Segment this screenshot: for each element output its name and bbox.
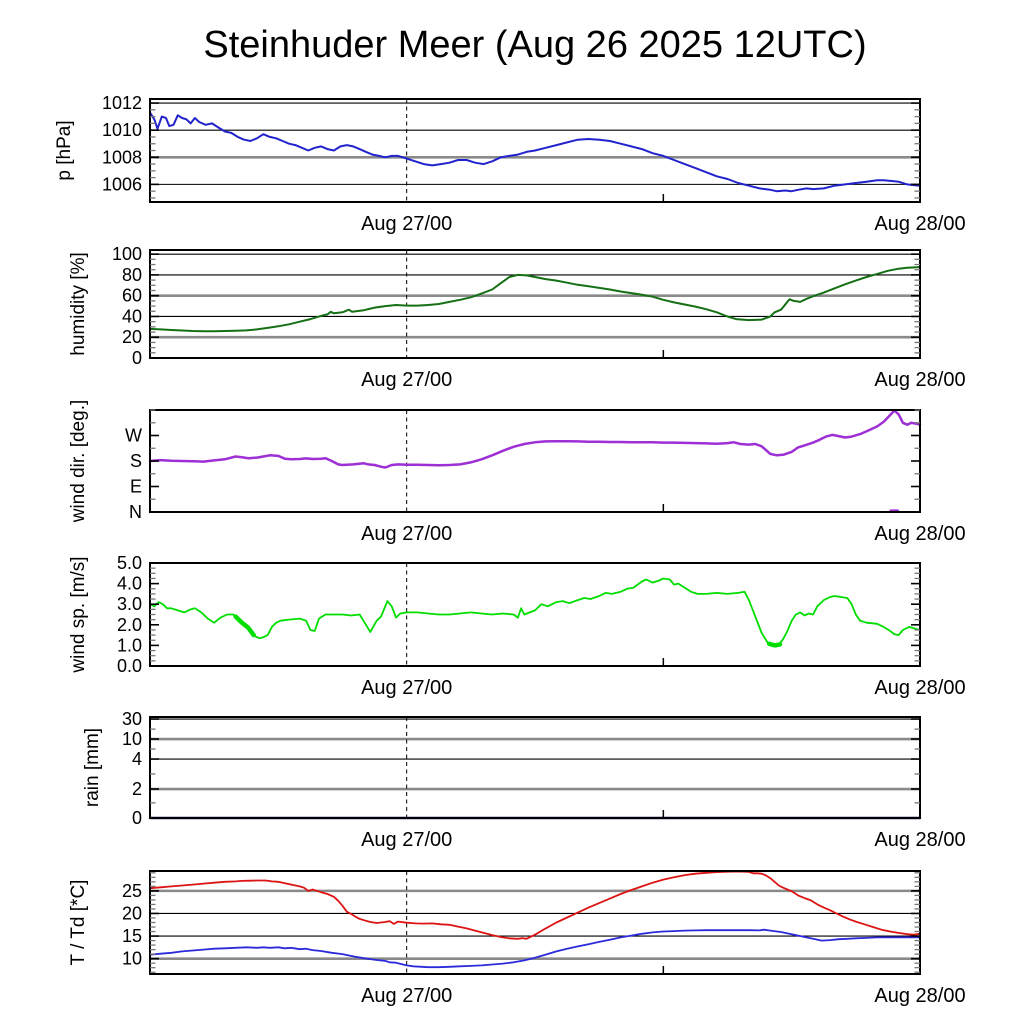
wind-speed-thick-segment-2-line [766, 641, 783, 648]
x-tick-label: Aug 27/00 [361, 369, 452, 391]
x-tick-label: Aug 27/00 [361, 213, 452, 235]
y-tick-label: 1006 [102, 174, 142, 194]
y-tick-label: 40 [122, 306, 142, 326]
y-tick-label: 20 [122, 903, 142, 923]
chart-title: Steinhuder Meer (Aug 26 2025 12UTC) [203, 24, 867, 66]
y-tick-label: E [130, 477, 142, 497]
wind-speed-line [149, 577, 921, 647]
y-tick-label: 1012 [102, 93, 142, 113]
y-tick-label: 10 [122, 729, 142, 749]
y-tick-label: N [129, 502, 142, 522]
x-tick-label: Aug 28/00 [874, 523, 965, 545]
x-tick-label: Aug 28/00 [874, 829, 965, 851]
x-tick-label: Aug 27/00 [361, 829, 452, 851]
y-tick-label: 30 [122, 709, 142, 729]
y-tick-label: S [130, 451, 142, 471]
y-tick-label: 2 [132, 779, 142, 799]
wind-speed-thick-segment-1-line [233, 614, 256, 638]
panel-border-humidity [149, 249, 921, 359]
x-tick-label: Aug 27/00 [361, 523, 452, 545]
y-tick-label: 4 [132, 749, 142, 769]
dewpoint-Td-line [149, 928, 921, 969]
y-tick-label: W [125, 426, 142, 446]
y-tick-label: 10 [122, 949, 142, 969]
y-tick-label: 20 [122, 327, 142, 347]
y-tick-label: 1008 [102, 147, 142, 167]
x-tick-label: Aug 28/00 [874, 985, 965, 1007]
y-axis-label-temperature: T / Td [*C] [68, 880, 89, 966]
y-tick-label: 0.0 [117, 656, 142, 676]
y-tick-label: 0 [132, 348, 142, 368]
temperature-T-line [149, 870, 921, 940]
y-tick-label: 0 [132, 808, 142, 828]
panel-border-rain [149, 716, 921, 819]
y-axis-label-rain: rain [mm] [82, 728, 103, 807]
humidity-line [149, 266, 921, 333]
y-tick-label: 1010 [102, 120, 142, 140]
y-tick-label: 1.0 [117, 635, 142, 655]
y-tick-label: 25 [122, 881, 142, 901]
y-tick-label: 80 [122, 265, 142, 285]
y-tick-label: 100 [112, 244, 142, 264]
y-axis-label-wind_direction: wind dir. [deg.] [68, 400, 89, 524]
wind-dir-line [148, 409, 922, 469]
x-tick-label: Aug 28/00 [874, 677, 965, 699]
x-tick-label: Aug 27/00 [361, 677, 452, 699]
y-tick-label: 60 [122, 286, 142, 306]
x-tick-label: Aug 27/00 [361, 985, 452, 1007]
y-tick-label: 15 [122, 926, 142, 946]
y-tick-label: 3.0 [117, 594, 142, 614]
pressure-line [149, 111, 921, 193]
y-axis-label-wind_speed: wind sp. [m/s] [68, 556, 89, 673]
y-tick-label: 5.0 [117, 553, 142, 573]
y-axis-label-humidity: humidity [%] [68, 252, 89, 355]
y-tick-label: 2.0 [117, 615, 142, 635]
y-axis-label-pressure: p [hPa] [54, 120, 75, 180]
x-tick-label: Aug 28/00 [874, 369, 965, 391]
y-tick-label: 4.0 [117, 574, 142, 594]
panel-border-wind_direction [149, 409, 921, 513]
x-tick-label: Aug 28/00 [874, 213, 965, 235]
